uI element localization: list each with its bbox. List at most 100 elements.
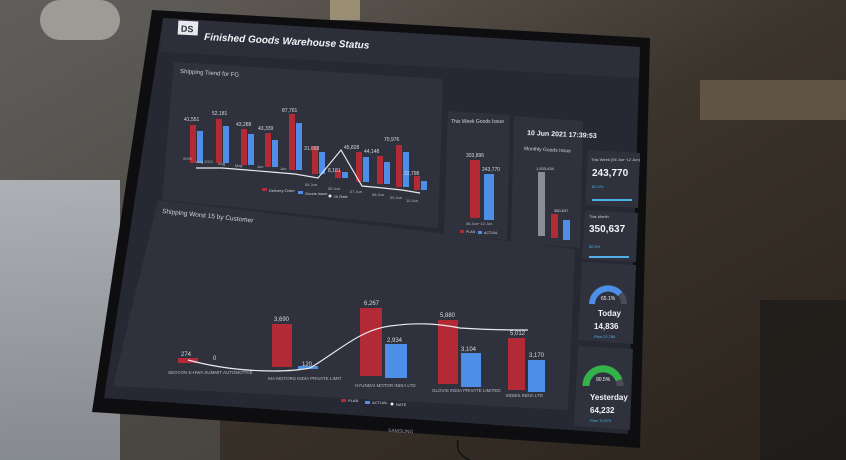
weekly-plan-value: 303,896 — [466, 153, 484, 159]
logo-mark — [177, 20, 199, 36]
worst-actual-value: 3,170 — [529, 353, 545, 359]
kpi-week-card — [585, 150, 640, 208]
worst-actual-value: 0 — [213, 356, 217, 362]
yesterday-card — [574, 346, 633, 430]
worst-plan-bar — [272, 324, 292, 367]
monthly-title: Monthly Goods Issue — [524, 146, 571, 154]
trend-date: 10 Jun — [406, 198, 418, 203]
kpi-week-bar — [592, 199, 632, 201]
worst-plan-value: 3,690 — [274, 317, 290, 323]
kpi-month-bar — [589, 256, 629, 258]
legend-actual: ACTUAL — [372, 400, 389, 405]
weekly-legend: PLAN ACTUAL — [460, 230, 498, 235]
trend-bar-gi — [248, 134, 254, 165]
trend-date: 04 Jun — [305, 182, 317, 187]
worst-value-labels: 274 0 3,690 120 6,267 2,934 5,880 3,104 … — [181, 301, 545, 368]
kpi-week-rate: 80.2% — [592, 184, 604, 189]
worst-actual-bar — [528, 360, 545, 392]
datetime: 10 Jun 2021 17:39:53 — [527, 130, 597, 140]
kpi-month-rate: 80.9% — [589, 244, 601, 249]
trend-date: Jun — [280, 166, 286, 171]
worst-plan-bar — [360, 308, 382, 376]
trend-bar-do — [265, 133, 271, 167]
trend-date: 05 Jun — [328, 186, 340, 191]
trend-bar-gi — [342, 172, 348, 178]
today-card — [578, 262, 636, 344]
tv-brand: SAMSUNG — [388, 428, 414, 435]
trend-value: 87,761 — [282, 108, 298, 114]
monthly-actual-bar — [563, 220, 570, 240]
legend-gi-rate: GI Rate — [334, 194, 349, 199]
trend-bar-do — [289, 114, 295, 170]
worst-bars — [178, 308, 545, 392]
legend-actual: ACTUAL — [484, 231, 498, 235]
monthly-top-value: 1,533,434 — [536, 166, 555, 171]
tv-cable — [456, 439, 471, 460]
weekly-plan-bar — [470, 160, 480, 218]
worst-customer: KIA MOTORS INDIA PRIVATE LIMIT — [268, 376, 342, 381]
monthly-panel — [511, 116, 583, 248]
trend-bars — [190, 114, 427, 194]
worst-customer: SEOYON E-HWA SUMMIT AUTOMOTIVE — [168, 370, 253, 375]
right-shadow — [760, 300, 846, 460]
today-pct: 65.1% — [601, 296, 616, 302]
yesterday-plan: Plan 70,974 — [590, 418, 612, 423]
trend-bar-do — [377, 156, 383, 184]
worst-panel — [113, 200, 575, 410]
header-band — [160, 18, 640, 78]
weekly-actual-value: 243,770 — [482, 167, 500, 173]
trend-bar-gi — [319, 152, 325, 174]
yesterday-pct: 90.5% — [596, 377, 611, 383]
kpi-month-label: This Month — [589, 214, 609, 219]
kpi-week-label: This Week (06 Jun~12 Jun) — [591, 157, 641, 162]
yesterday-value: 64,232 — [590, 406, 615, 415]
trend-bar-gi — [403, 152, 409, 187]
trend-bar-do — [190, 125, 196, 163]
weekly-actual-bar — [484, 174, 494, 220]
trend-date: Aug 2021 — [196, 159, 214, 164]
yesterday-label: Yesterday — [590, 393, 628, 402]
trend-bar-do — [335, 170, 341, 178]
trend-value: 8,181 — [328, 168, 341, 174]
trend-date: Jun — [257, 164, 263, 169]
today-gauge-fill — [589, 285, 623, 305]
worst-rate-line — [187, 323, 529, 372]
pipe — [40, 0, 120, 40]
trend-date: 07 Jun — [350, 189, 362, 194]
ceiling-mount — [330, 0, 360, 20]
worst-actual-value: 3,104 — [461, 347, 477, 353]
legend-plan: PLAN — [348, 398, 359, 403]
trend-bar-gi — [384, 162, 390, 184]
monthly-total-bar — [538, 172, 545, 236]
trend-bar-do — [414, 176, 420, 190]
trend-bar-do — [396, 145, 402, 187]
monthly-plan-bar — [551, 214, 558, 238]
worst-customer: GLOVIS INDIA PRIVATE LIMITED — [432, 388, 501, 393]
worst-plan-value: 5,880 — [440, 313, 456, 319]
yesterday-gauge-fill — [582, 365, 623, 387]
worst-plan-bar — [508, 338, 525, 390]
kpi-week-value: 243,770 — [592, 168, 629, 179]
trend-bar-do — [312, 146, 318, 174]
trend-value: 31,668 — [304, 146, 320, 152]
worst-actual-value: 2,934 — [387, 338, 403, 344]
worst-plan-bar — [438, 320, 458, 384]
trend-title: Shipping Trend for FG — [180, 69, 240, 79]
trend-value: 41,551 — [184, 117, 200, 123]
weekly-title: This Week Goods Issue — [451, 119, 504, 125]
trend-value-labels: 41,551 52,181 43,288 43,339 87,761 31,66… — [184, 108, 420, 177]
trend-bar-gi — [272, 140, 278, 167]
worst-plan-value: 6,267 — [364, 301, 380, 307]
worst-actual-bar — [298, 366, 318, 369]
trend-date-labels: 2020 Aug 2021 Aug May Jun Jun 04 Jun 05 … — [183, 156, 418, 203]
trend-value: 43,288 — [236, 122, 252, 128]
weekly-range: 06 Jun~12 Jun — [466, 221, 492, 226]
trend-date: 2020 — [183, 156, 193, 161]
worst-actual-bar — [461, 353, 481, 387]
today-value: 14,836 — [594, 322, 619, 331]
today-label: Today — [598, 309, 622, 318]
ceiling-beam — [700, 80, 846, 120]
trend-bar-gi — [363, 157, 369, 182]
legend-rate: RATE — [396, 402, 407, 407]
